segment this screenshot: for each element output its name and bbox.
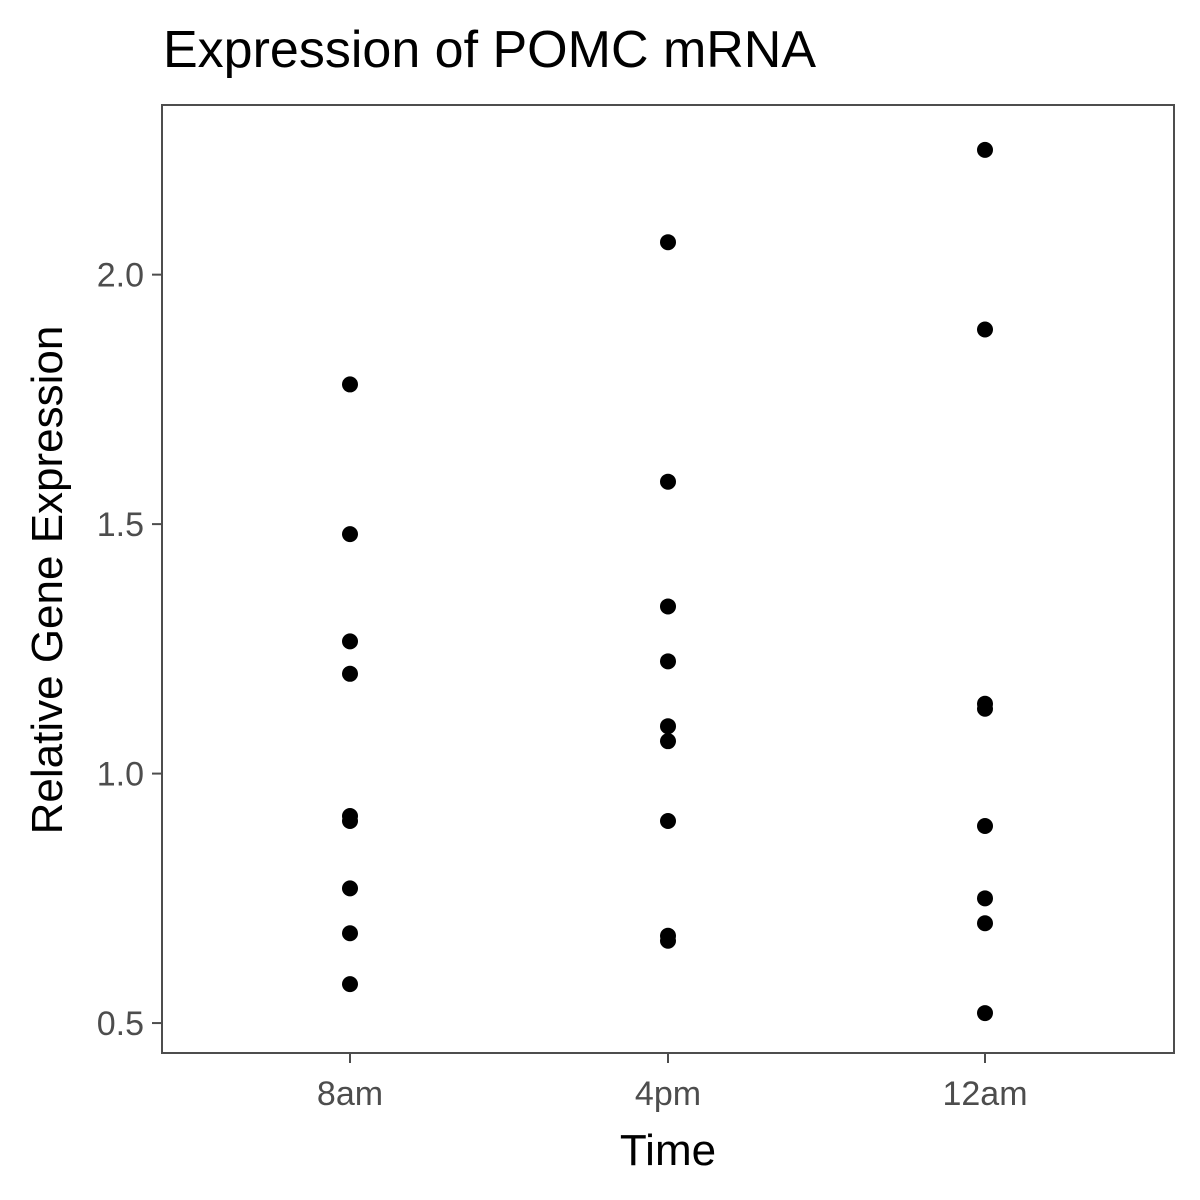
data-point (977, 1005, 993, 1022)
data-point (977, 890, 993, 907)
data-point (342, 633, 358, 650)
data-point (977, 915, 993, 932)
x-tick-label: 8am (317, 1075, 383, 1113)
data-point (660, 234, 676, 251)
data-point (660, 718, 676, 735)
data-point (342, 812, 358, 829)
y-tick-label: 1.5 (97, 506, 144, 544)
data-point (342, 665, 358, 682)
data-point (660, 932, 676, 949)
x-tick-label: 12am (942, 1075, 1027, 1113)
data-point (342, 526, 358, 543)
data-point (342, 976, 358, 993)
data-point (342, 925, 358, 942)
data-point (660, 812, 676, 829)
y-tick-label: 2.0 (97, 257, 144, 295)
data-point (977, 817, 993, 834)
x-tick-label: 4pm (635, 1075, 701, 1113)
data-point (342, 880, 358, 897)
y-axis-title: Relative Gene Expression (23, 326, 72, 835)
data-point (660, 473, 676, 490)
data-point (342, 376, 358, 393)
data-point (977, 321, 993, 338)
y-axis: 0.5 1.0 1.5 2.0 (97, 257, 162, 1043)
data-point (977, 700, 993, 717)
data-point (660, 598, 676, 615)
y-tick-label: 0.5 (97, 1005, 144, 1043)
data-point (660, 733, 676, 750)
x-axis-title: Time (620, 1126, 716, 1175)
data-points (342, 141, 993, 1022)
data-point (660, 653, 676, 670)
y-tick-label: 1.0 (97, 756, 144, 794)
chart-title: Expression of POMC mRNA (163, 21, 816, 79)
data-point (977, 141, 993, 158)
x-axis: 8am 4pm 12am (317, 1053, 1028, 1113)
